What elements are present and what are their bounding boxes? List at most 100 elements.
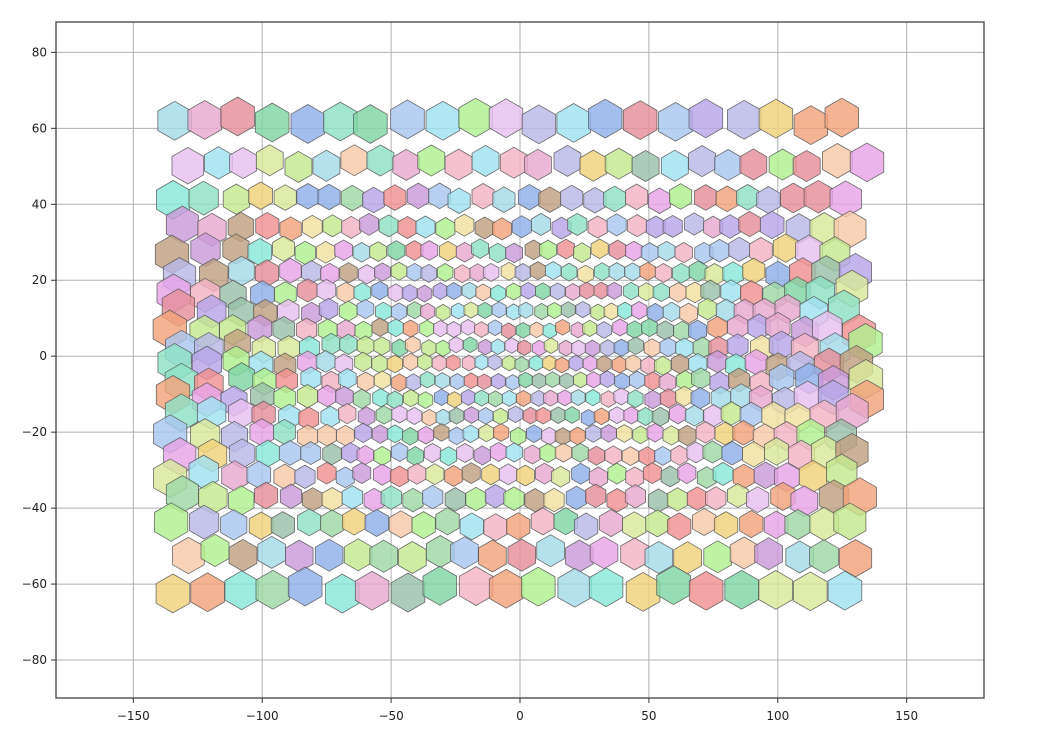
- voronoi-cell: [157, 100, 192, 141]
- voronoi-cell: [462, 424, 479, 444]
- voronoi-cell: [448, 407, 465, 425]
- voronoi-cell: [529, 321, 544, 339]
- voronoi-cell: [334, 239, 353, 261]
- voronoi-cell: [586, 371, 601, 389]
- voronoi-cell: [625, 183, 649, 211]
- voronoi-cell: [411, 511, 436, 540]
- voronoi-cell: [507, 405, 524, 424]
- voronoi-cell: [714, 149, 743, 182]
- voronoi-cell: [341, 442, 360, 464]
- voronoi-cell: [792, 149, 821, 183]
- voronoi-cell: [388, 510, 414, 539]
- voronoi-cell: [475, 283, 491, 302]
- voronoi-cell: [372, 463, 392, 486]
- voronoi-cell: [658, 101, 693, 142]
- voronoi-cell: [603, 302, 620, 321]
- x-tick-label: −100: [246, 709, 279, 723]
- voronoi-cell: [397, 215, 418, 239]
- voronoi-cell: [654, 355, 672, 376]
- voronoi-cell: [460, 318, 476, 336]
- voronoi-cell: [705, 486, 727, 511]
- voronoi-cell: [254, 481, 279, 510]
- voronoi-cell: [656, 320, 674, 341]
- voronoi-cell: [620, 537, 649, 571]
- voronoi-cell: [554, 356, 570, 374]
- voronoi-cell: [432, 282, 449, 300]
- voronoi-cell: [425, 535, 455, 568]
- voronoi-cell: [631, 301, 648, 320]
- voronoi-cell: [455, 241, 474, 263]
- voronoi-cell: [644, 540, 674, 574]
- voronoi-cells: [152, 96, 885, 614]
- voronoi-cell: [278, 440, 302, 466]
- voronoi-cell: [535, 406, 551, 425]
- voronoi-cell: [492, 186, 516, 213]
- voronoi-cell: [474, 389, 490, 407]
- voronoi-cell: [758, 570, 793, 610]
- voronoi-cell: [624, 484, 646, 509]
- voronoi-cell: [431, 354, 447, 372]
- voronoi-cell: [539, 239, 557, 261]
- voronoi-cell: [567, 212, 588, 236]
- voronoi-cell: [487, 353, 502, 371]
- voronoi-cell: [535, 462, 554, 485]
- voronoi-cell: [631, 149, 660, 182]
- voronoi-cell: [614, 372, 630, 391]
- voronoi-cell: [317, 183, 341, 211]
- voronoi-cell: [535, 282, 551, 301]
- y-tick-label: 0: [39, 349, 47, 363]
- voronoi-cell: [643, 338, 661, 358]
- voronoi-cell: [254, 102, 290, 143]
- voronoi-cell: [613, 338, 630, 357]
- voronoi-cell: [190, 572, 225, 613]
- voronoi-cell: [669, 403, 687, 425]
- voronoi-cell: [573, 371, 588, 389]
- voronoi-cell: [688, 145, 716, 178]
- voronoi-cell: [637, 406, 654, 426]
- voronoi-cell: [746, 486, 770, 514]
- y-tick-label: 60: [32, 121, 47, 135]
- voronoi-cell: [435, 339, 451, 357]
- voronoi-cell: [588, 98, 623, 139]
- voronoi-cell: [642, 462, 662, 485]
- voronoi-cell: [505, 282, 522, 301]
- voronoi-cell: [559, 372, 574, 390]
- voronoi-cell: [759, 210, 785, 240]
- voronoi-cell: [545, 371, 560, 388]
- voronoi-cell: [321, 487, 343, 512]
- voronoi-cell: [491, 301, 507, 319]
- voronoi-cell: [809, 539, 839, 574]
- voronoi-cell: [433, 388, 449, 407]
- voronoi-cell: [257, 535, 287, 569]
- voronoi-cell: [454, 213, 475, 237]
- voronoi-cell: [702, 440, 723, 464]
- voronoi-cell: [463, 406, 480, 424]
- voronoi-cell: [477, 301, 493, 319]
- voronoi-cell: [596, 321, 612, 339]
- voronoi-cell: [579, 281, 595, 300]
- voronoi-cell: [632, 425, 649, 445]
- voronoi-cell: [593, 281, 610, 300]
- voronoi-cell: [593, 262, 611, 282]
- voronoi-cell: [606, 213, 627, 237]
- voronoi-cell: [560, 184, 584, 212]
- voronoi-cell: [373, 370, 391, 390]
- y-tick-label: −80: [22, 653, 47, 667]
- voronoi-cell: [449, 373, 465, 391]
- voronoi-cell: [571, 442, 589, 463]
- voronoi-cell: [516, 389, 531, 407]
- voronoi-cell: [639, 261, 656, 281]
- voronoi-cell: [588, 466, 608, 489]
- voronoi-cell: [590, 238, 609, 260]
- voronoi-cell: [279, 483, 303, 510]
- voronoi-cell: [229, 147, 257, 180]
- voronoi-cell: [688, 260, 708, 283]
- voronoi-cell: [322, 214, 343, 238]
- voronoi-cell: [585, 389, 601, 407]
- voronoi-cell: [340, 144, 369, 177]
- voronoi-cell: [482, 262, 500, 282]
- voronoi-cell: [317, 423, 337, 447]
- voronoi-cell: [300, 441, 322, 466]
- voronoi-cell: [473, 445, 492, 466]
